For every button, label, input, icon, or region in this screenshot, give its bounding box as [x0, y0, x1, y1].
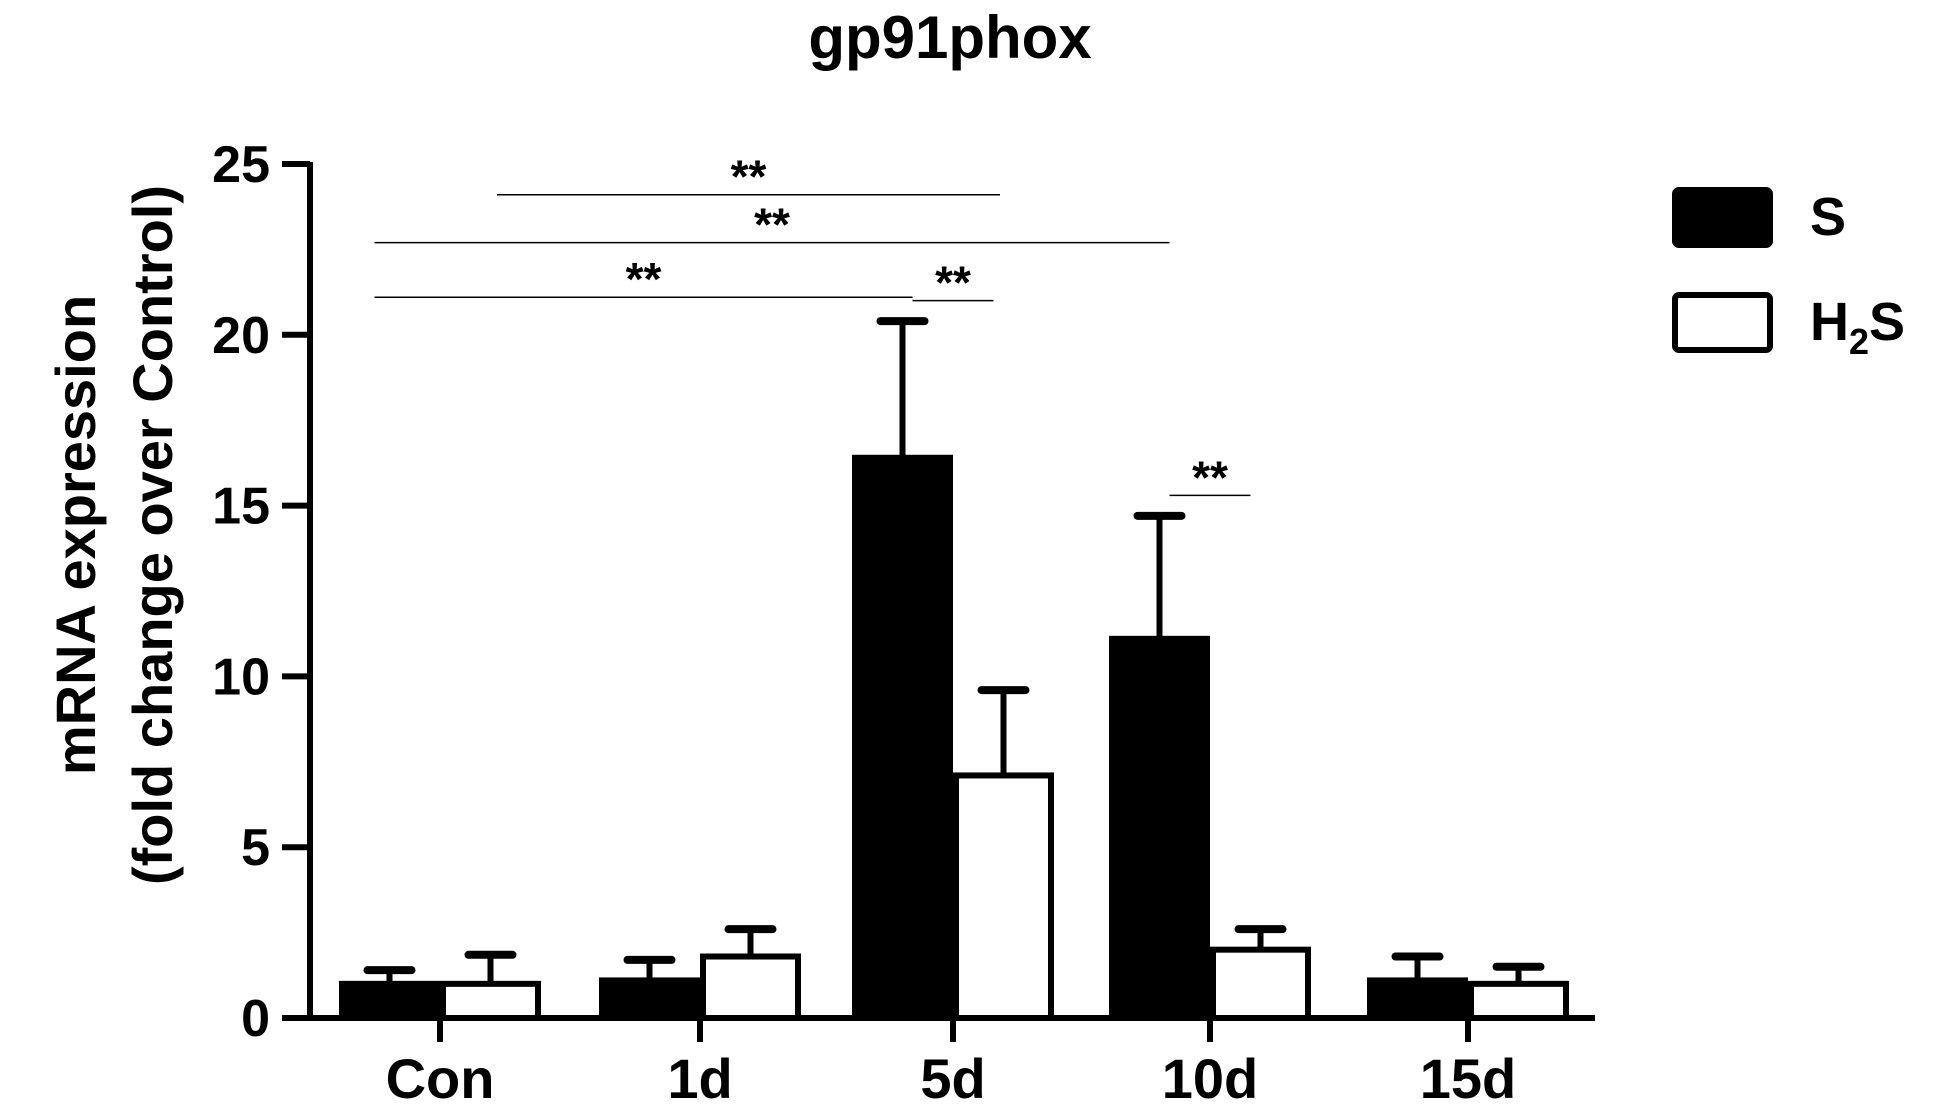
significance-label-0: **: [731, 151, 767, 203]
legend-label-1: H2S: [1810, 292, 1905, 362]
bar-H2S-Con: [440, 980, 541, 1022]
y-tick-label-20: 20: [212, 307, 270, 365]
bar-H2S-5d: [953, 772, 1054, 1021]
x-tick-label-10d: 10d: [1162, 1047, 1259, 1110]
x-tick-label-1d: 1d: [667, 1047, 732, 1110]
bar-S-Con: [339, 980, 440, 1022]
x-tick-label-5d: 5d: [920, 1047, 985, 1110]
bar-S-15d: [1367, 977, 1468, 1022]
legend-label-0: S: [1810, 187, 1846, 247]
x-tick-label-15d: 15d: [1420, 1047, 1517, 1110]
bar-H2S-15d: [1468, 980, 1569, 1022]
bar-H2S-1d: [700, 953, 801, 1022]
significance-label-1: **: [754, 199, 790, 251]
bar-H2S-10d: [1210, 946, 1311, 1021]
y-axis-label-line2: (fold change over Control): [121, 185, 184, 885]
y-tick-label-15: 15: [212, 478, 270, 536]
significance-label-4: **: [1192, 451, 1228, 503]
y-tick-label-0: 0: [241, 990, 270, 1048]
bar-S-5d: [852, 454, 953, 1021]
significance-label-3: **: [935, 257, 971, 309]
y-tick-label-10: 10: [212, 648, 270, 706]
legend-swatch-0: [1672, 187, 1773, 248]
significance-label-2: **: [626, 253, 662, 305]
legend: S H2S: [1672, 187, 1905, 362]
y-tick-label-25: 25: [212, 136, 270, 194]
bar-S-10d: [1109, 635, 1210, 1021]
legend-swatch-1: [1672, 292, 1773, 353]
y-axis-label-line1: mRNA expression: [44, 295, 107, 775]
y-tick-label-5: 5: [241, 819, 270, 877]
chart-title: gp91phox: [808, 4, 1091, 71]
bar-S-1d: [599, 977, 700, 1022]
x-tick-label-Con: Con: [386, 1047, 495, 1110]
